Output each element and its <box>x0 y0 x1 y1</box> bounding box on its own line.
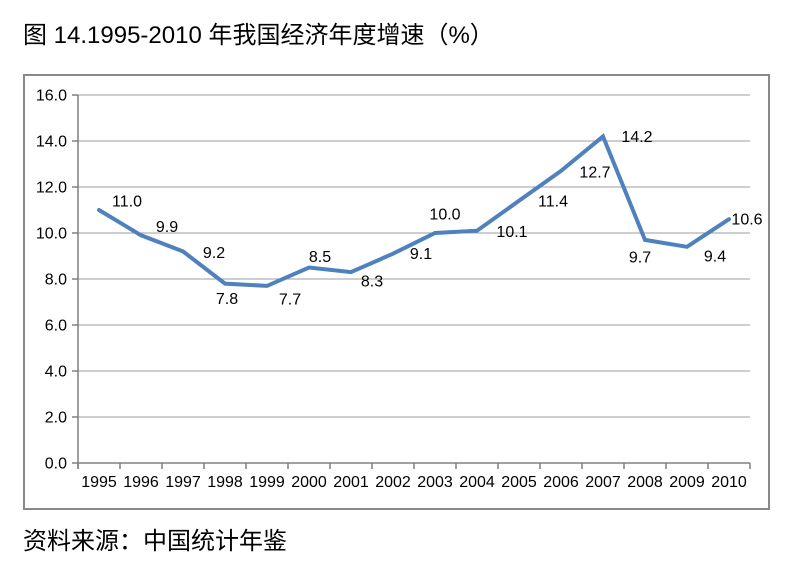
x-tick-label: 2007 <box>585 474 621 491</box>
data-point-label: 9.4 <box>704 248 726 265</box>
chart-frame: 0.0 2.0 4.0 6.0 8.0 10.0 12.0 14.0 16.0 1995 1996 1… <box>23 74 770 510</box>
data-point-label: 10.0 <box>429 207 460 224</box>
x-tick-label: 2003 <box>417 474 453 491</box>
line-chart: 0.0 2.0 4.0 6.0 8.0 10.0 12.0 14.0 16.0 1995 1996 1… <box>36 88 763 492</box>
data-point-label: 11.4 <box>538 193 568 210</box>
y-tick-label: 16.0 <box>36 88 67 105</box>
data-point-label: 10.6 <box>731 212 762 229</box>
data-point-label: 9.1 <box>410 246 432 263</box>
x-tick-label: 1996 <box>123 474 159 491</box>
y-tick-label: 10.0 <box>36 226 67 243</box>
x-tick-label: 2001 <box>333 474 369 491</box>
y-tick-label: 4.0 <box>45 364 67 381</box>
data-point-label: 9.9 <box>156 219 178 236</box>
x-tick-label: 2005 <box>501 474 537 491</box>
x-tick-label: 1998 <box>207 474 243 491</box>
data-point-label: 7.8 <box>216 291 238 308</box>
x-tick-label: 1995 <box>81 474 117 491</box>
x-tick-label: 2004 <box>459 474 495 491</box>
data-point-label: 12.7 <box>579 164 610 181</box>
x-tick-label: 2008 <box>627 474 663 491</box>
data-point-label: 7.7 <box>279 291 301 308</box>
x-tick-label: 1997 <box>165 474 201 491</box>
y-tick-label: 6.0 <box>45 318 67 335</box>
x-tick-label: 2009 <box>669 474 705 491</box>
x-tick-label: 2010 <box>711 474 747 491</box>
chart-title: 图 14.1995-2010 年我国经济年度增速（%） <box>23 22 494 49</box>
y-tick-label: 12.0 <box>36 180 67 197</box>
data-point-label: 14.2 <box>621 129 652 146</box>
y-tick-label: 2.0 <box>45 410 67 427</box>
data-point-label: 9.7 <box>629 249 651 266</box>
x-tick-label: 2000 <box>291 474 327 491</box>
data-point-label: 9.2 <box>203 245 225 262</box>
y-tick-label: 14.0 <box>36 134 67 151</box>
data-point-label: 11.0 <box>112 194 142 211</box>
data-point-label: 8.5 <box>309 249 331 266</box>
x-tick-label: 1999 <box>249 474 285 491</box>
x-tick-label: 2006 <box>543 474 579 491</box>
y-tick-label: 0.0 <box>45 456 67 473</box>
x-tick-label: 2002 <box>375 474 411 491</box>
data-series-line <box>97 133 731 288</box>
y-tick-label: 8.0 <box>45 272 67 289</box>
data-point-label: 10.1 <box>496 224 527 241</box>
source-note: 资料来源：中国统计年鉴 <box>23 528 287 555</box>
data-point-label: 8.3 <box>361 274 383 291</box>
